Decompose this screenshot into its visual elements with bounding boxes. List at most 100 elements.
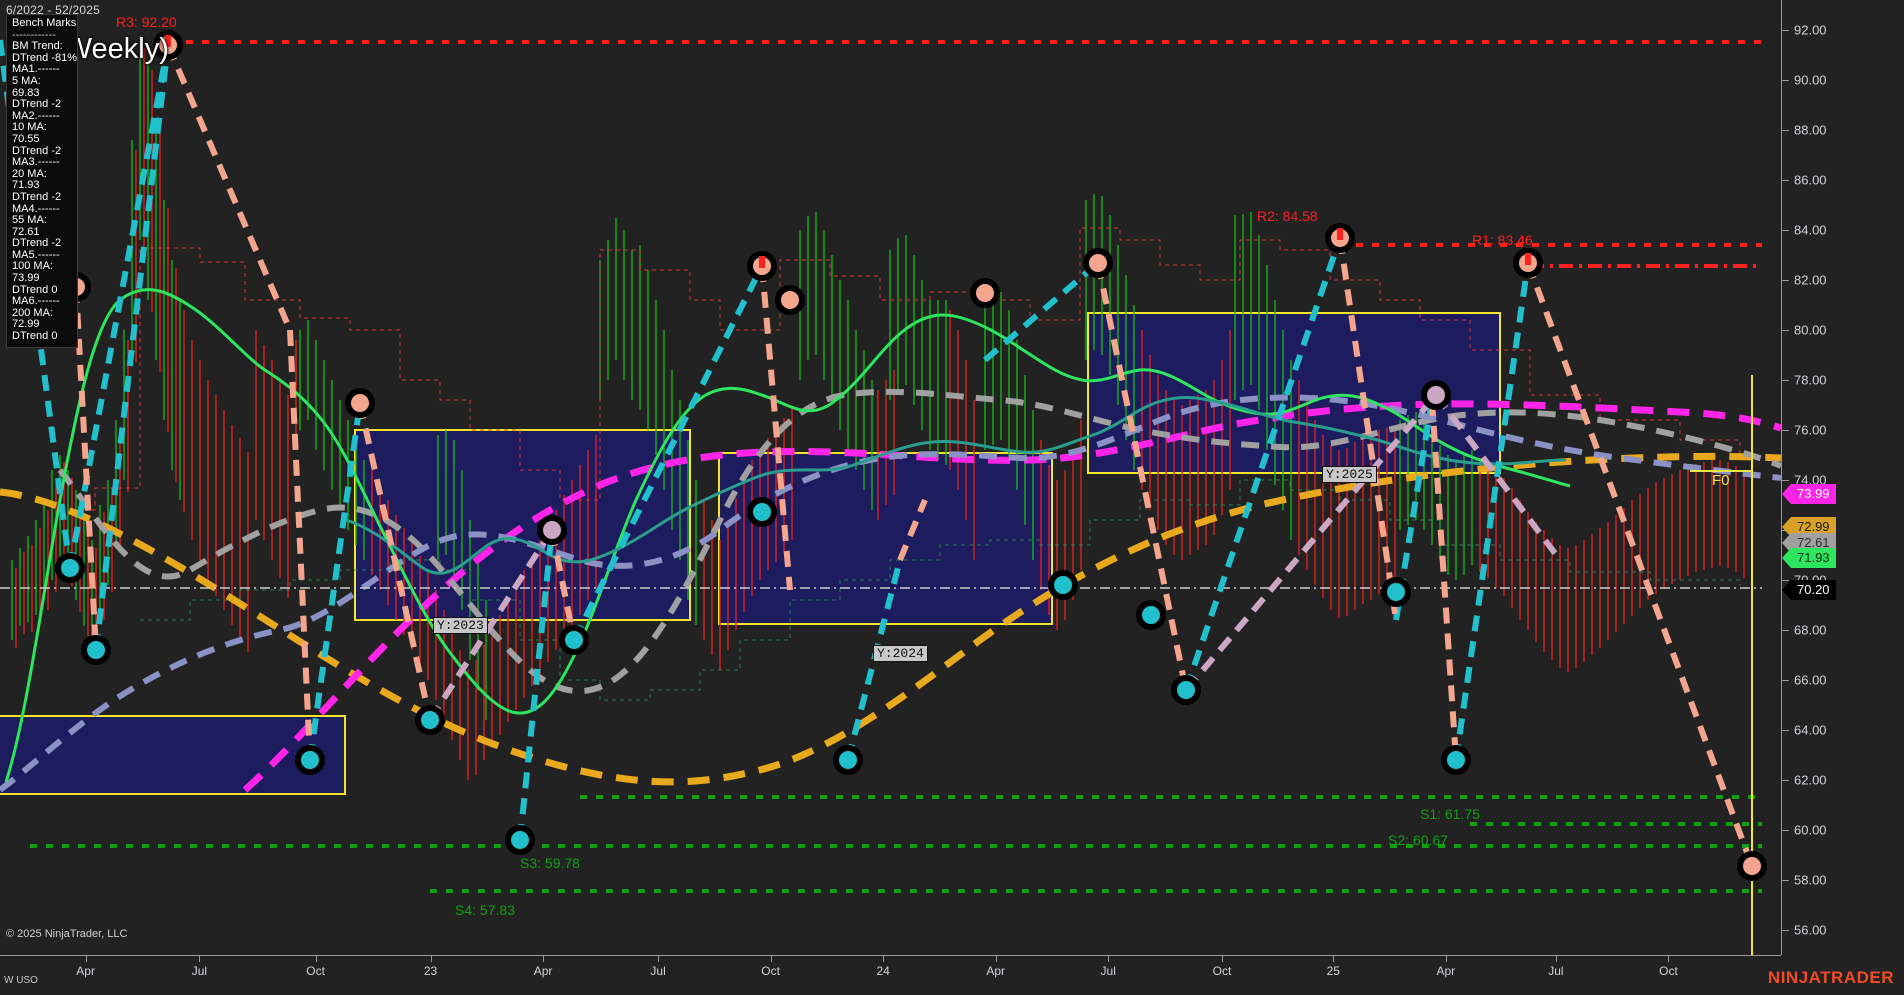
tick-mark — [1782, 680, 1789, 681]
tick-mark — [1555, 956, 1557, 962]
year-label-2025: Y:2025 — [1322, 466, 1377, 483]
bench-line: 5 MA: — [12, 74, 41, 87]
tick-mark — [1668, 956, 1670, 962]
price-badge-ma100[interactable]: 73.99 — [1782, 484, 1836, 504]
price-badge-ma200[interactable]: 72.99 — [1782, 517, 1836, 537]
bench-line: MA6.------ — [12, 295, 60, 308]
s3-label: S3: 59.78 — [520, 855, 580, 871]
time-tick-label: Apr — [76, 964, 95, 978]
tick-mark — [995, 956, 997, 962]
tick-mark — [85, 956, 87, 962]
bench-line: 73.99 — [12, 272, 40, 285]
price-tick-label: 88.00 — [1794, 122, 1827, 138]
price-tick-label: 74.00 — [1794, 472, 1827, 488]
tick-mark — [1782, 780, 1789, 781]
price-tick-label: 76.00 — [1794, 422, 1827, 438]
chart-canvas — [0, 30, 1781, 955]
tick-mark — [1782, 880, 1789, 881]
price-tick-label: 58.00 — [1794, 872, 1827, 888]
bench-line: DTrend -2 — [12, 190, 62, 203]
bench-line: 71.93 — [12, 179, 40, 192]
time-axis[interactable]: Apr Jul Oct 23 Apr Jul Oct 24 Apr Jul Oct 25 Apr Jul O… — [0, 955, 1781, 995]
s4-label: S4: 57.83 — [455, 902, 515, 918]
bench-line: DTrend -2 — [12, 144, 62, 157]
tick-mark — [315, 956, 317, 962]
price-badge-last-price[interactable]: 70.20 — [1782, 580, 1836, 600]
tick-mark — [1782, 730, 1789, 731]
s2-label: S2: 60.67 — [1388, 832, 1448, 848]
price-tick-label: 66.00 — [1794, 672, 1827, 688]
tick-mark — [1782, 830, 1789, 831]
bench-line: DTrend 0 — [12, 283, 58, 296]
time-tick-label: Jul — [650, 964, 666, 978]
pivot-high-marker — [970, 278, 1000, 308]
pivot-down-lines — [73, 43, 1755, 868]
pivot-low-marker — [833, 745, 863, 775]
s1-label: S1: 61.75 — [1420, 806, 1480, 822]
instrument-label: W USO — [4, 975, 38, 986]
tick-mark — [1782, 430, 1789, 431]
pivot-low-marker — [1048, 570, 1078, 600]
bench-marks-panel[interactable]: Bench Marks ------------ BM Trend: DTrend -… — [6, 14, 78, 348]
price-badge-ma20[interactable]: 71.93 — [1782, 548, 1836, 568]
tick-mark — [1782, 180, 1789, 181]
ninjatrader-logo: NINJATRADER — [1767, 968, 1894, 987]
pivot-low-marker — [1136, 600, 1166, 630]
pivot-low-marker — [55, 553, 85, 583]
time-tick-label: Apr — [533, 964, 553, 978]
year-label-2024: Y:2024 — [873, 645, 928, 662]
pivot-low-marker — [295, 745, 325, 775]
bench-line: DTrend -81% — [12, 51, 78, 64]
date-range-title: 6/2022 - 52/2025 — [6, 3, 100, 17]
tick-mark — [1782, 930, 1789, 931]
pivot-low-marker — [415, 705, 445, 735]
tick-mark — [543, 956, 545, 962]
bench-line: 100 MA: — [12, 260, 53, 273]
year-box-2022 — [0, 715, 346, 795]
copyright-text: © 2025 NinjaTrader, LLC — [6, 928, 128, 940]
bench-line: BM Trend: — [12, 40, 63, 53]
bench-line: 200 MA: — [12, 306, 53, 319]
bench-line: 72.61 — [12, 225, 40, 238]
bench-line: Bench Marks — [12, 17, 77, 29]
price-tick-label: 86.00 — [1794, 172, 1827, 188]
time-tick-label: Jul — [1100, 964, 1116, 978]
price-tick-label: 80.00 — [1794, 322, 1827, 338]
time-tick-label: Oct — [1659, 964, 1678, 978]
pivot-markers — [55, 30, 1767, 881]
pivot-high-marker — [1421, 380, 1451, 410]
pivot-high-marker — [345, 388, 375, 418]
pivot-high-marker — [1083, 248, 1113, 278]
pivot-low-marker — [1171, 675, 1201, 705]
tick-mark — [1782, 80, 1789, 81]
ma20-line — [4, 288, 1571, 783]
bench-line: MA4.------ — [12, 202, 60, 215]
time-tick-label: 23 — [423, 964, 438, 978]
price-tick-label: 62.00 — [1794, 772, 1827, 788]
bench-line: DTrend -2 — [12, 237, 62, 250]
time-tick-label: 25 — [1326, 964, 1340, 978]
tick-mark — [1782, 380, 1789, 381]
bench-line: 69.83 — [12, 86, 40, 99]
bench-line: 10 MA: — [12, 121, 47, 134]
tick-mark — [1445, 956, 1447, 962]
bench-line: 72.99 — [12, 318, 40, 331]
price-tick-label: 78.00 — [1794, 372, 1827, 388]
pivot-low-marker — [747, 497, 777, 527]
tick-mark — [883, 956, 885, 962]
pivot-high-marker — [1513, 248, 1543, 278]
pivot-high-marker — [537, 515, 567, 545]
bench-line: MA2.------ — [12, 109, 60, 122]
price-tick-label: 90.00 — [1794, 72, 1827, 88]
chart-plot-area[interactable]: R3: 92.20 R2: 84.58 R1: 83.46 S1: 61.75 … — [0, 0, 1781, 955]
pivot-low-marker — [1441, 745, 1471, 775]
badge-arrow — [1782, 580, 1791, 600]
price-axis[interactable]: 92.00 90.00 88.00 86.00 84.00 82.00 80.00 78.00… — [1781, 0, 1904, 955]
bench-line: MA1.------ — [12, 63, 60, 76]
tick-mark — [1108, 956, 1110, 962]
year-box-2023 — [354, 429, 691, 621]
time-tick-label: Apr — [1436, 964, 1456, 978]
tick-mark — [1221, 956, 1223, 962]
time-tick-label: Jul — [1548, 964, 1564, 978]
